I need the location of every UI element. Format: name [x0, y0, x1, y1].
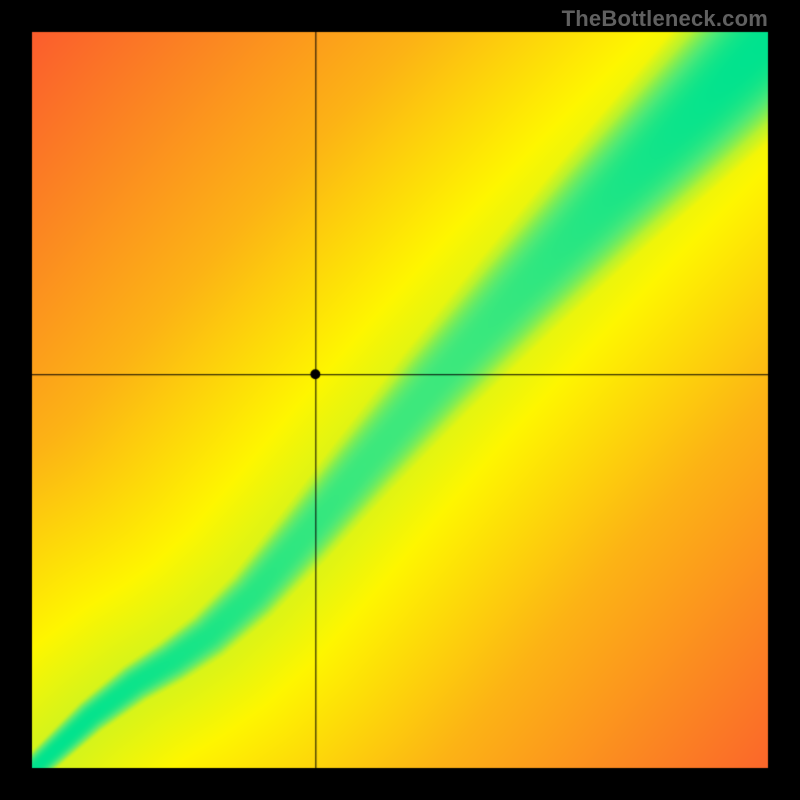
- bottleneck-heatmap: [0, 0, 800, 800]
- watermark-text: TheBottleneck.com: [562, 6, 768, 32]
- chart-container: TheBottleneck.com: [0, 0, 800, 800]
